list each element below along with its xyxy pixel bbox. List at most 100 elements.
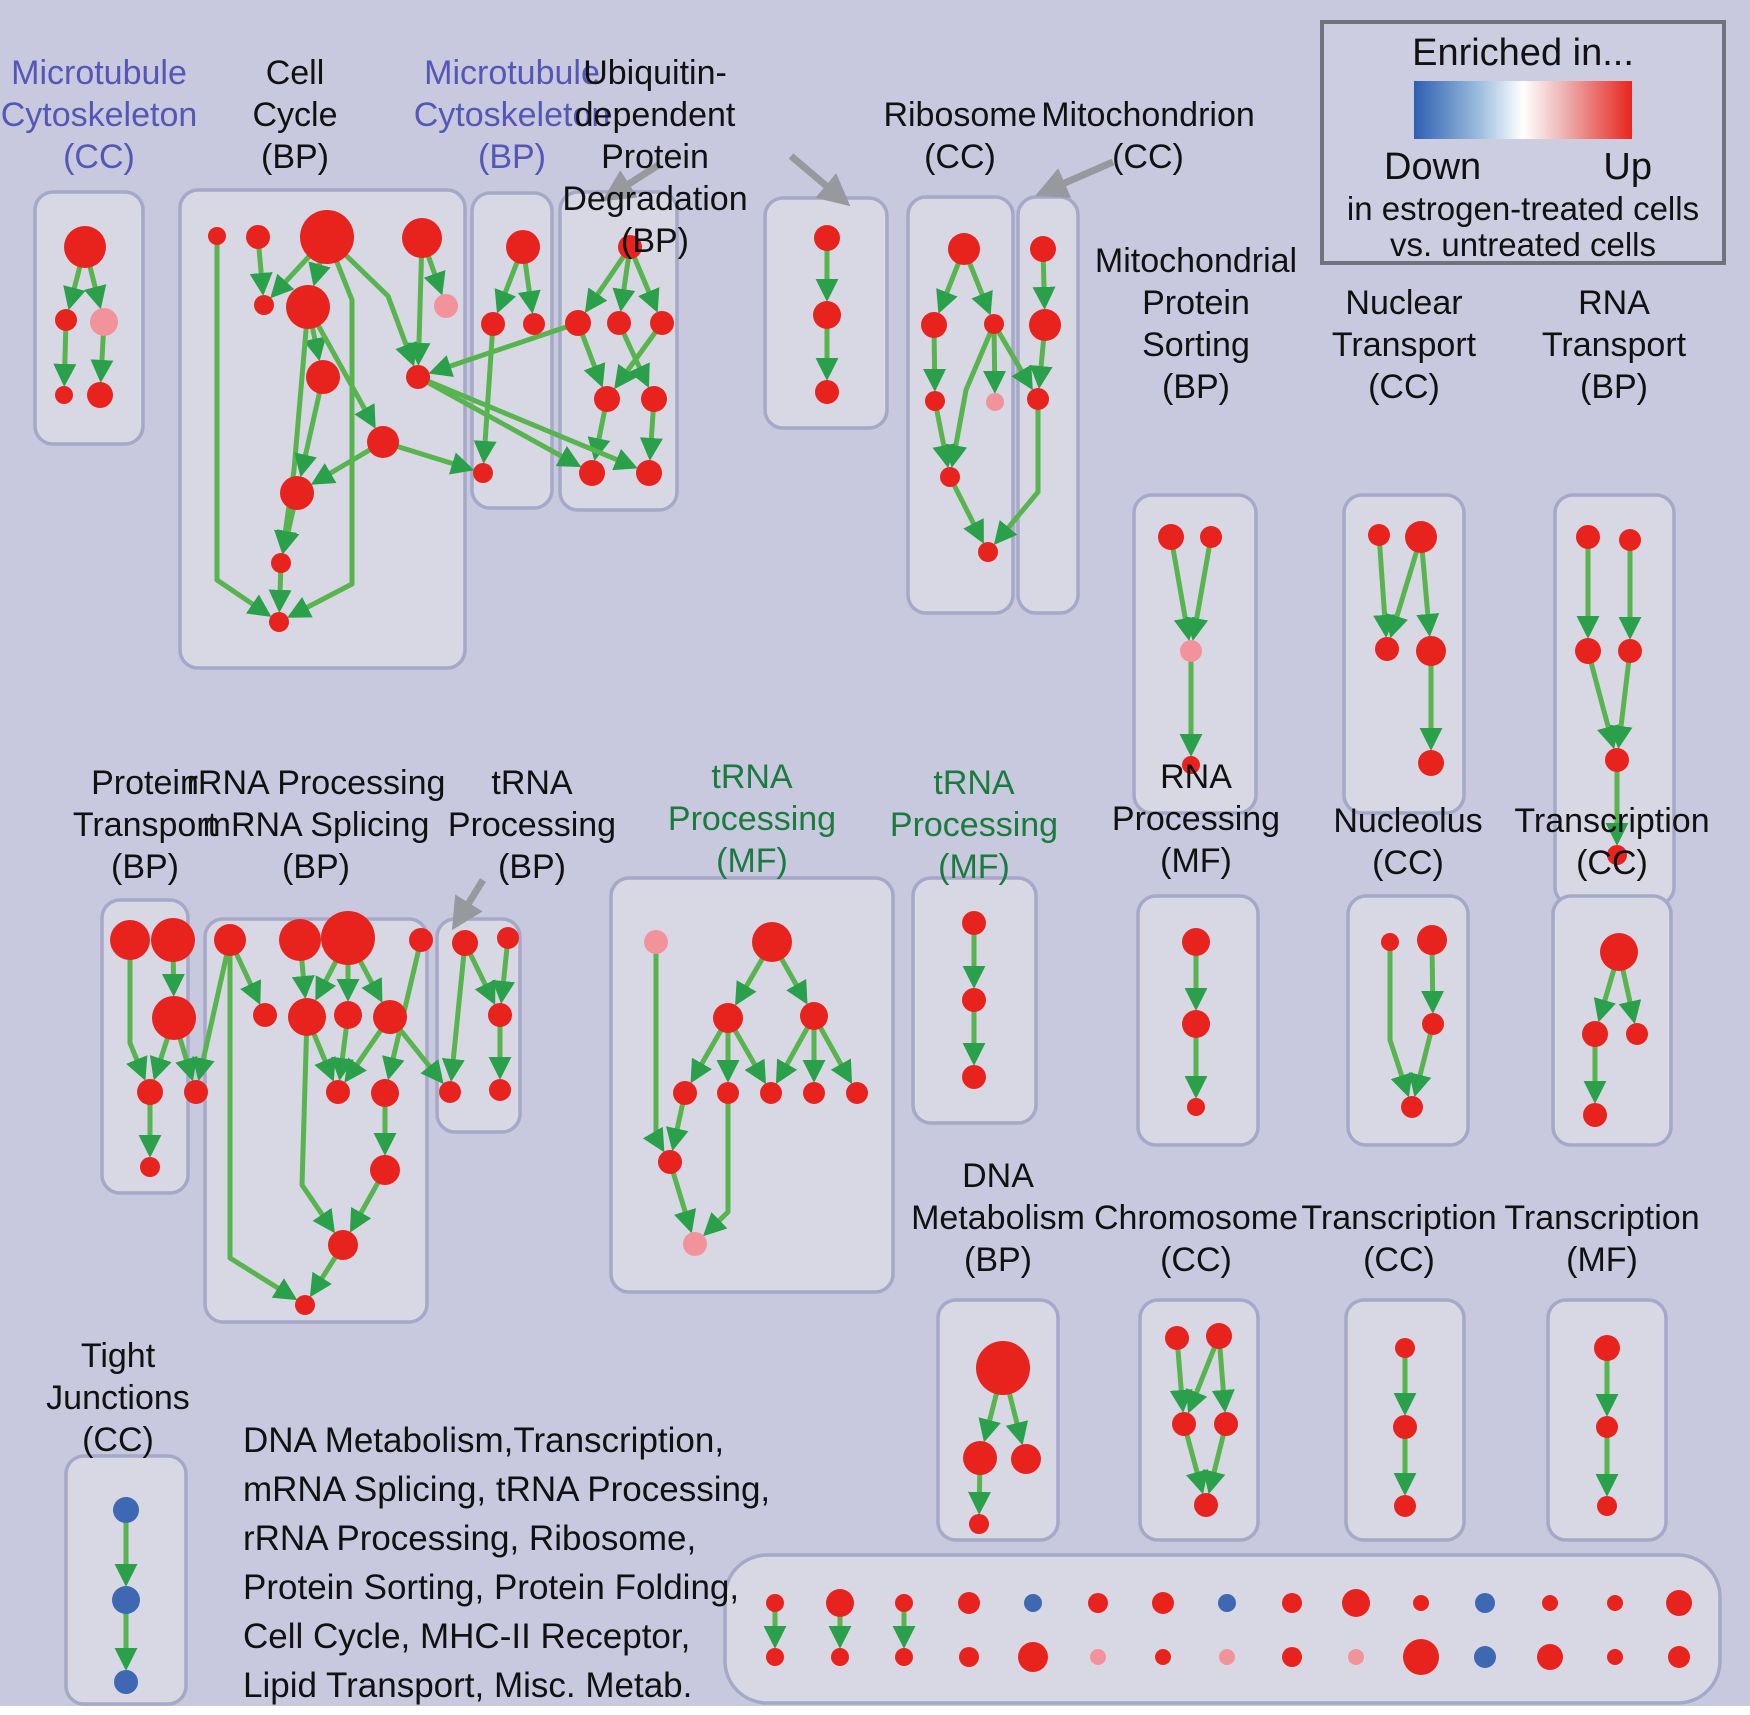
cluster-label-line: Protein	[1142, 284, 1250, 322]
node	[1219, 1649, 1235, 1665]
cluster-label-line: (BP)	[964, 1241, 1032, 1279]
node	[87, 382, 113, 408]
node	[286, 285, 330, 329]
node	[752, 922, 792, 962]
cluster-label-line: Tight	[80, 1337, 156, 1375]
cluster-box-dna-metabolism-bp	[936, 1298, 1060, 1542]
legend-gradient-bar	[1414, 81, 1632, 139]
node	[895, 1648, 913, 1666]
node	[813, 301, 841, 329]
cluster-label: Chromosome (CC)	[986, 1197, 1406, 1281]
cluster-label-line: Ubiquitin-	[583, 54, 727, 92]
node	[815, 380, 839, 404]
note-line: rRNA Processing, Ribosome,	[243, 1519, 697, 1558]
node	[1537, 1644, 1563, 1670]
cluster-label-line: (CC)	[1363, 1241, 1435, 1279]
node	[1282, 1593, 1302, 1613]
node	[1158, 524, 1184, 550]
cluster-label: Ribosome (CC)	[750, 94, 1170, 178]
node	[90, 308, 118, 336]
cluster-label-line: (CC)	[63, 138, 135, 176]
node	[1090, 1649, 1106, 1665]
node	[1395, 1338, 1415, 1358]
cluster-label-line: dependent	[574, 96, 736, 134]
annotation-arrows	[451, 153, 1115, 931]
cluster-label-line: Metabolism	[911, 1199, 1085, 1237]
node	[641, 386, 667, 412]
cluster-label-line: (BP)	[498, 848, 566, 886]
node	[1607, 845, 1627, 865]
cluster-label: rRNA Processing mRNA Splicing (BP)	[106, 762, 526, 888]
legend-title: Enriched in...	[1412, 32, 1634, 74]
node	[1368, 524, 1390, 546]
node	[113, 1497, 139, 1523]
node	[280, 476, 314, 510]
cluster-label-line: (CC)	[1576, 844, 1648, 882]
node	[1668, 1646, 1690, 1668]
cluster-label-line: Sorting	[1142, 326, 1250, 364]
edge	[192, 939, 233, 1082]
node	[1172, 1412, 1196, 1436]
node	[1187, 1098, 1205, 1116]
cluster-label: Transcription (CC)	[1402, 800, 1750, 884]
cluster-label-line: Nucleolus	[1333, 802, 1483, 840]
cluster-label-line: Cycle	[252, 96, 338, 134]
node	[976, 1341, 1030, 1395]
node	[1607, 1595, 1623, 1611]
edge	[287, 236, 355, 618]
legend-down-label: Down	[1384, 146, 1482, 188]
edges	[53, 235, 1642, 1671]
node	[402, 218, 442, 258]
node	[1024, 1594, 1042, 1612]
cluster-label-line: Transport	[1541, 326, 1687, 364]
note-line: Protein Sorting, Protein Folding,	[243, 1568, 740, 1607]
cluster-label-line: Junctions	[46, 1379, 190, 1417]
node	[1018, 1642, 1048, 1672]
node	[269, 612, 289, 632]
cluster-label-line: (BP)	[1580, 368, 1648, 406]
cluster-label-line: rRNA Processing	[186, 764, 446, 802]
node	[986, 393, 1004, 411]
cluster-label: Nuclear Transport (CC)	[1194, 282, 1614, 408]
node	[1282, 1647, 1302, 1667]
cluster-label: Nucleolus (CC)	[1198, 800, 1618, 884]
cluster-label-line: (CC)	[82, 1421, 154, 1459]
cluster-label-line: Microtubule	[424, 54, 600, 92]
node	[650, 311, 674, 335]
node	[1182, 756, 1200, 774]
node	[921, 312, 947, 338]
node	[1394, 1495, 1416, 1517]
node	[579, 460, 605, 486]
node	[1027, 388, 1049, 410]
node	[803, 1082, 825, 1104]
cluster-label-line: RNA	[1160, 758, 1232, 796]
cluster-label-line: RNA	[1578, 284, 1650, 322]
edge	[1609, 650, 1633, 749]
node	[1375, 637, 1399, 661]
cluster-label-line: (CC)	[924, 138, 996, 176]
cluster-label-line: Ribosome	[883, 96, 1037, 134]
pointer-arrow	[601, 161, 662, 202]
node	[1011, 1444, 1041, 1474]
node	[151, 918, 195, 962]
edge	[993, 399, 1041, 546]
node	[367, 426, 399, 458]
node	[1030, 236, 1056, 262]
legend-box: Enriched in... Down Up in estrogen-treat…	[1320, 20, 1726, 265]
cluster-label-line: (CC)	[1368, 368, 1440, 406]
legend-subtitle-line2: vs. untreated cells	[1390, 226, 1656, 263]
node	[1214, 1412, 1238, 1436]
cluster-label: RNA Processing (MF)	[986, 756, 1406, 882]
node	[1597, 1496, 1617, 1516]
node	[1619, 529, 1641, 551]
cluster-label: Mitochondrial Protein Sorting (BP)	[986, 240, 1406, 408]
node	[895, 1594, 913, 1612]
cluster-label: Ubiquitin-dependent Protein Degradation (BP…	[445, 52, 865, 262]
edge	[584, 245, 633, 314]
node	[1182, 928, 1210, 956]
node	[1403, 1639, 1439, 1675]
node	[306, 360, 340, 394]
cluster-label-line: Nuclear	[1345, 284, 1463, 322]
cluster-label-line: (MF)	[1566, 1241, 1638, 1279]
cluster-label-line: Cell	[265, 54, 325, 92]
